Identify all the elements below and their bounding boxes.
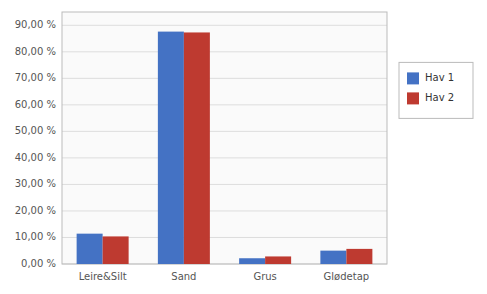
bar xyxy=(184,32,210,264)
plot-background xyxy=(62,12,387,264)
y-tick-label: 10,00 % xyxy=(15,231,56,242)
y-tick-label: 0,00 % xyxy=(21,258,56,269)
bar xyxy=(103,236,129,264)
y-tick-label: 90,00 % xyxy=(15,19,56,30)
grid-line xyxy=(62,25,387,26)
legend-label: Hav 1 xyxy=(425,72,454,83)
y-tick-label: 50,00 % xyxy=(15,125,56,136)
y-tick-label: 30,00 % xyxy=(15,178,56,189)
grid-line xyxy=(62,104,387,105)
x-tick-label: Leire&Silt xyxy=(79,271,127,282)
bars xyxy=(77,32,373,264)
y-tick-label: 40,00 % xyxy=(15,152,56,163)
bar xyxy=(320,251,346,264)
y-tick-label: 20,00 % xyxy=(15,205,56,216)
grid-line xyxy=(62,51,387,52)
y-tick-label: 60,00 % xyxy=(15,99,56,110)
legend-swatch xyxy=(407,72,419,84)
bar xyxy=(77,234,103,264)
bar xyxy=(265,256,291,264)
bar xyxy=(346,249,372,264)
grid-line xyxy=(62,157,387,158)
legend-box xyxy=(399,62,473,118)
y-tick-label: 80,00 % xyxy=(15,46,56,57)
x-tick-label: Grus xyxy=(253,271,276,282)
plot-frame xyxy=(62,12,387,264)
grid-line xyxy=(62,210,387,211)
grid-line xyxy=(62,131,387,132)
legend-label: Hav 2 xyxy=(425,92,454,103)
x-tick-label: Sand xyxy=(171,271,196,282)
chart-container: 0,00 % 10,00 % 20,00 % 30,00 % 40,00 % 50,00 … xyxy=(0,0,487,294)
bar xyxy=(158,32,184,264)
y-tick-label: 70,00 % xyxy=(15,72,56,83)
grid-line xyxy=(62,184,387,185)
x-tick-label: Glødetap xyxy=(324,271,370,282)
legend-swatch xyxy=(407,92,419,104)
legend: Hav 1 Hav 2 xyxy=(399,62,473,118)
grid-line xyxy=(62,78,387,79)
bar xyxy=(239,258,265,264)
chart-svg: 0,00 % 10,00 % 20,00 % 30,00 % 40,00 % 50,00 … xyxy=(0,0,487,294)
